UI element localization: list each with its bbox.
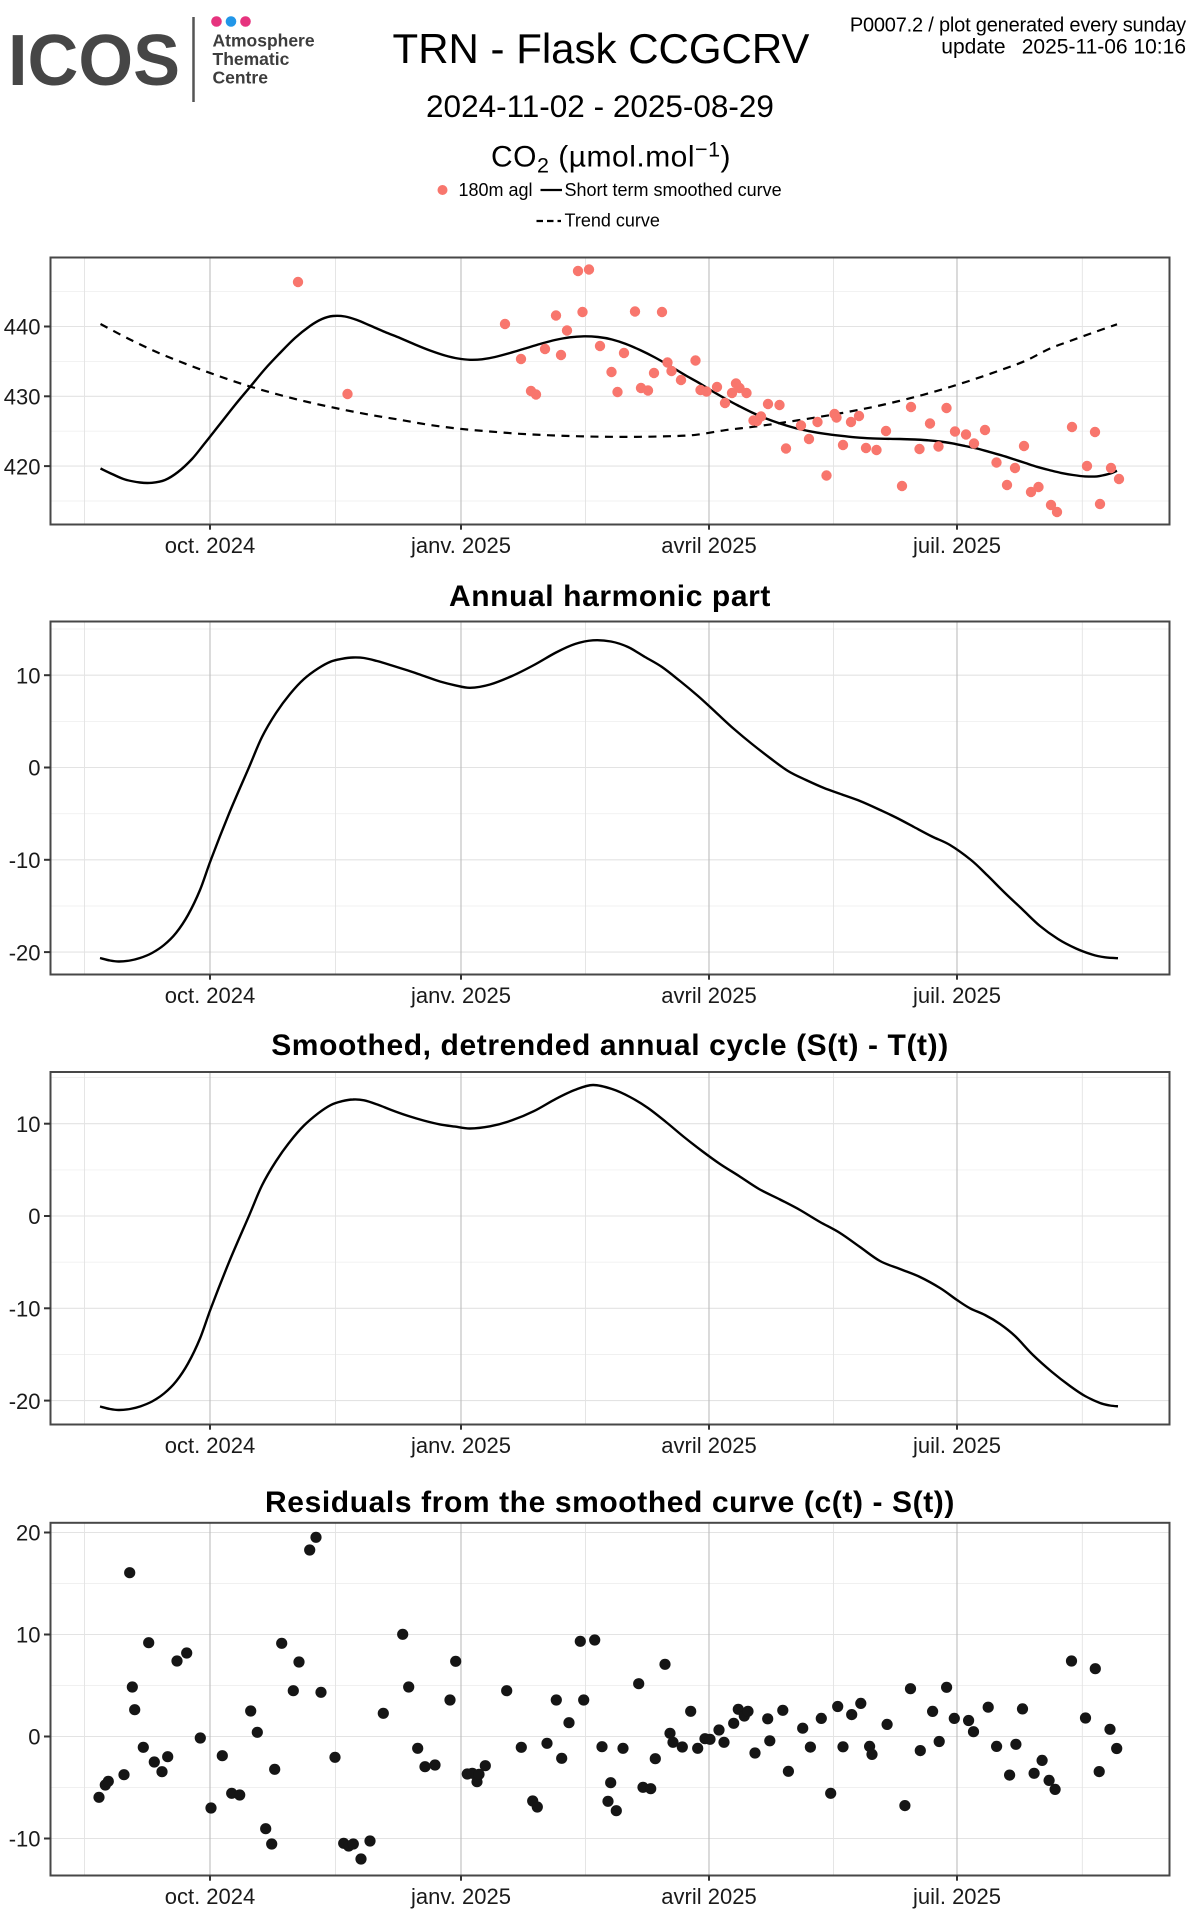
svg-text:juil. 2025: juil. 2025 (912, 1433, 1001, 1458)
svg-text:Atmosphere: Atmosphere (213, 31, 315, 51)
svg-text:juil. 2025: juil. 2025 (912, 983, 1001, 1008)
svg-text:440: 440 (4, 315, 41, 340)
svg-text:10: 10 (16, 1112, 40, 1137)
svg-text:avril 2025: avril 2025 (661, 983, 756, 1008)
svg-text:janv. 2025: janv. 2025 (410, 983, 511, 1008)
svg-text:0: 0 (28, 1204, 40, 1229)
svg-text:CO2 (µmol.mol−1): CO2 (µmol.mol−1) (491, 138, 731, 178)
svg-text:20: 20 (16, 1521, 40, 1546)
svg-text:0: 0 (28, 756, 40, 781)
svg-text:avril 2025: avril 2025 (661, 533, 756, 558)
svg-text:Annual harmonic part: Annual harmonic part (449, 580, 771, 613)
svg-text:juil. 2025: juil. 2025 (912, 1884, 1001, 1909)
svg-text:0: 0 (28, 1725, 40, 1750)
svg-text:juil. 2025: juil. 2025 (912, 533, 1001, 558)
svg-text:-20: -20 (9, 1389, 41, 1414)
svg-text:oct. 2024: oct. 2024 (165, 533, 256, 558)
svg-text:10: 10 (16, 1623, 40, 1648)
svg-text:update: update (941, 35, 1005, 58)
svg-text:janv. 2025: janv. 2025 (410, 1884, 511, 1909)
svg-text:janv. 2025: janv. 2025 (410, 1433, 511, 1458)
svg-text:TRN - Flask CCGCRV: TRN - Flask CCGCRV (393, 25, 810, 72)
svg-text:-20: -20 (9, 940, 41, 965)
svg-text:Short term smoothed curve: Short term smoothed curve (565, 180, 782, 200)
svg-text:oct. 2024: oct. 2024 (165, 1884, 256, 1909)
svg-text:10: 10 (16, 663, 40, 688)
svg-text:Residuals from the smoothed cu: Residuals from the smoothed curve (c(t) … (265, 1486, 955, 1519)
svg-text:avril 2025: avril 2025 (661, 1884, 756, 1909)
svg-text:Trend curve: Trend curve (565, 211, 660, 231)
svg-text:Smoothed, detrended annual cyc: Smoothed, detrended annual cycle (S(t) -… (271, 1029, 949, 1062)
svg-text:-10: -10 (9, 1297, 41, 1322)
svg-text:-10: -10 (9, 1827, 41, 1852)
svg-text:2024-11-02 - 2025-08-29: 2024-11-02 - 2025-08-29 (426, 88, 774, 124)
svg-text:180m agl: 180m agl (459, 180, 533, 200)
svg-text:avril 2025: avril 2025 (661, 1433, 756, 1458)
svg-text:janv. 2025: janv. 2025 (410, 533, 511, 558)
svg-text:420: 420 (4, 454, 41, 479)
svg-text:2025-11-06 10:16: 2025-11-06 10:16 (1022, 35, 1186, 58)
svg-text:430: 430 (4, 385, 41, 410)
svg-text:P0007.2 / plot generated every: P0007.2 / plot generated every sunday (850, 15, 1186, 37)
svg-text:oct. 2024: oct. 2024 (165, 983, 256, 1008)
svg-text:-10: -10 (9, 848, 41, 873)
svg-text:oct. 2024: oct. 2024 (165, 1433, 256, 1458)
svg-text:Centre: Centre (213, 68, 269, 88)
svg-text:Thematic: Thematic (213, 49, 290, 69)
svg-text:ICOS: ICOS (8, 21, 180, 101)
